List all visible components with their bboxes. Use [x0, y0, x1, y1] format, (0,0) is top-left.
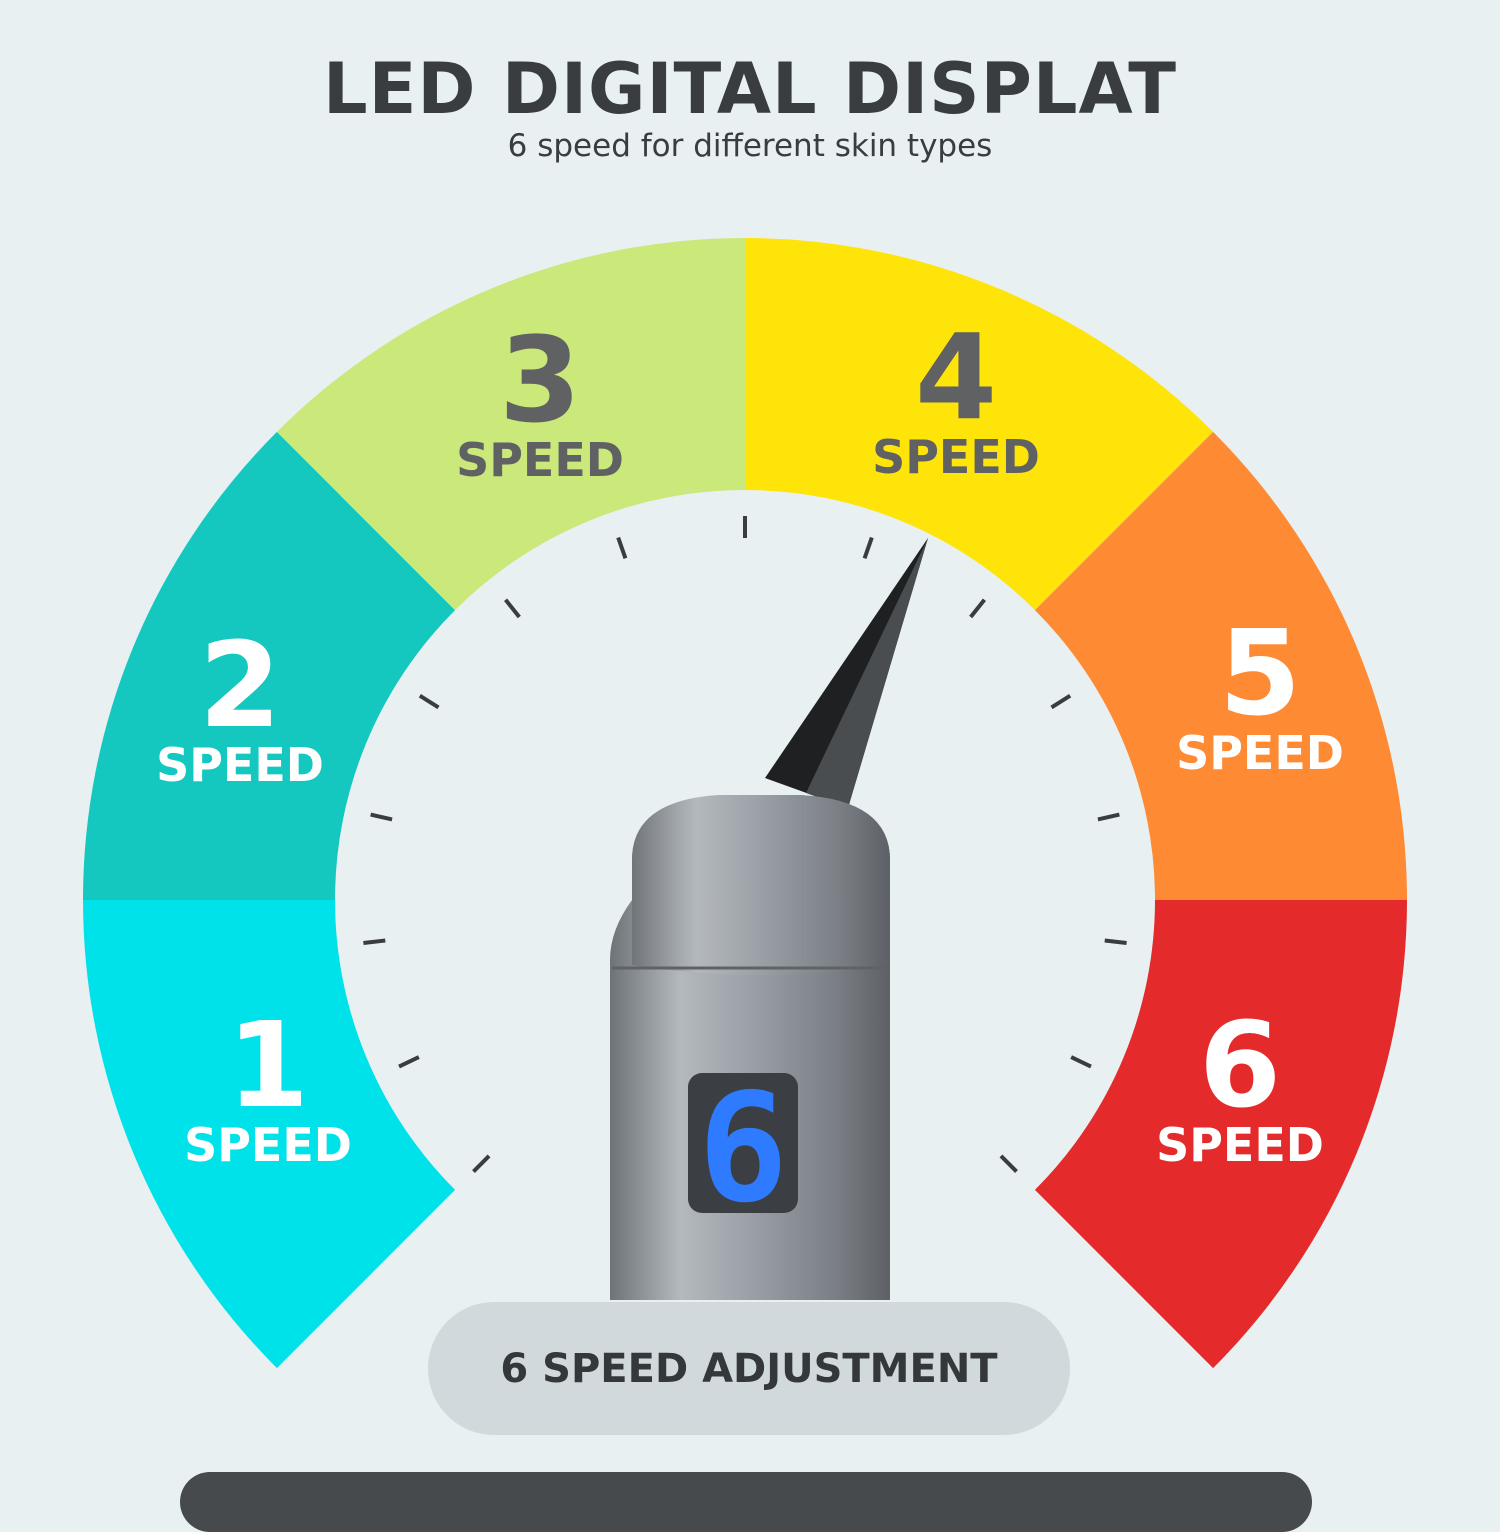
- page-subtitle: 6 speed for different skin types: [507, 128, 993, 164]
- gauge-needle: [765, 538, 928, 808]
- gauge-tick: [1097, 812, 1120, 822]
- led-digit: 6: [698, 1062, 788, 1236]
- device: 6: [610, 795, 890, 1300]
- gauge-tick: [616, 536, 628, 559]
- speed-gauge: 6: [83, 238, 1407, 1369]
- page-title: LED DIGITAL DISPLAT: [323, 48, 1177, 130]
- gauge-segment-2: [83, 431, 456, 900]
- gauge-tick: [969, 598, 986, 619]
- gauge-tick: [418, 694, 440, 710]
- gauge-tick: [504, 598, 521, 619]
- speed-6-label: 6 SPEED: [1156, 996, 1324, 1172]
- bottom-bar: [180, 1472, 1312, 1532]
- gauge-tick: [398, 1055, 420, 1069]
- gauge-segment-1: [83, 900, 456, 1369]
- gauge-tick: [1104, 938, 1127, 945]
- gauge-segment-4: [745, 238, 1214, 611]
- gauge-tick: [1070, 1055, 1092, 1069]
- gauge-tick: [999, 1154, 1018, 1173]
- gauge-segment-6: [1034, 900, 1407, 1369]
- speed-1-label: 1 SPEED: [184, 996, 352, 1172]
- speed-3-label: 3 SPEED: [456, 311, 624, 487]
- gauge-tick: [862, 536, 874, 559]
- led-display: [688, 1073, 798, 1213]
- gauge-segment-5: [1034, 431, 1407, 900]
- gauge-segment-3: [276, 238, 745, 611]
- gauge-tick: [472, 1154, 491, 1173]
- speed-adjustment-button[interactable]: 6 SPEED ADJUSTMENT: [428, 1302, 1070, 1435]
- speed-4-label: 4 SPEED: [872, 308, 1040, 484]
- speed-2-label: 2 SPEED: [156, 616, 324, 792]
- speed-5-label: 5 SPEED: [1176, 604, 1344, 780]
- speed-adjustment-label: 6 SPEED ADJUSTMENT: [500, 1345, 998, 1392]
- gauge-tick: [1050, 694, 1072, 710]
- gauge-tick: [363, 938, 386, 945]
- gauge-tick: [370, 812, 393, 822]
